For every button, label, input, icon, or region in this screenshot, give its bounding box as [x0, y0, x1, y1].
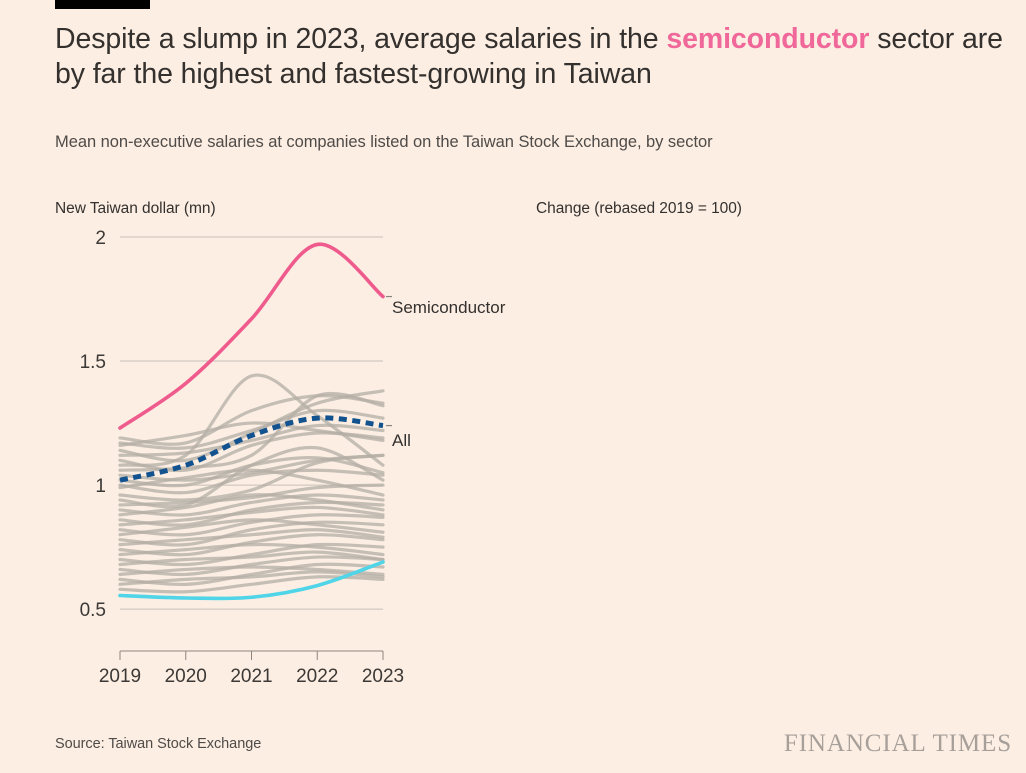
series-line-other [118, 505, 385, 527]
series-line-other [118, 542, 385, 557]
series-line-other [118, 408, 385, 450]
right-chart-title: Change (rebased 2019 = 100) [536, 200, 742, 217]
series-line-other [118, 565, 385, 577]
headline-accent-word: semiconductor [666, 23, 870, 55]
x-axis-tick-label: 2019 [99, 666, 141, 687]
y-axis-tick-label: 2 [95, 228, 106, 249]
page-subtitle: Mean non-executive salaries at companies… [55, 133, 713, 151]
series-line-highlight [118, 560, 385, 601]
series-line-other [118, 468, 385, 495]
series-line-other [118, 493, 385, 517]
series-line-other [118, 542, 385, 567]
series-line-other [118, 445, 385, 509]
ft-logo: FINANCIAL TIMES [783, 730, 1012, 757]
x-axis-tick-label: 2023 [362, 666, 404, 687]
series-line-other [118, 528, 385, 547]
series-line-other [118, 533, 385, 557]
series-line-other [118, 468, 385, 497]
x-axis-tick-label: 2020 [165, 666, 207, 687]
right-chart-svg [500, 225, 1026, 700]
x-axis-tick-label: 2021 [230, 666, 272, 687]
series-line-other [118, 555, 385, 577]
series-line-other [118, 423, 385, 457]
source-note: Source: Taiwan Stock Exchange [55, 736, 262, 752]
left-chart-svg: 0.5 1 1.5 2 2019 2020 2021 2022 2023 Semiconducto… [80, 228, 506, 687]
series-label: Semiconductor [392, 298, 506, 317]
series-line-highlight [119, 415, 384, 483]
series-line-highlight [118, 242, 385, 430]
left-chart: 0.5 1 1.5 2 2019 2020 2021 2022 2023 Semiconducto… [0, 225, 530, 700]
series-line-other [118, 562, 385, 587]
series-line-other [118, 520, 385, 547]
y-axis-tick-label: 0.5 [80, 600, 106, 621]
headline-part-1: Despite a slump in 2023, average salarie… [55, 23, 667, 55]
series-line-other [118, 483, 385, 507]
right-chart [500, 225, 1026, 700]
page-title: Despite a slump in 2023, average salarie… [55, 22, 1005, 92]
series-line-other [118, 373, 385, 467]
x-axis-tick-label: 2022 [296, 666, 338, 687]
top-rule-bar [55, 0, 150, 9]
series-line-other [118, 570, 385, 586]
series-line-other [118, 453, 385, 502]
series-label: All [392, 431, 411, 450]
y-axis-tick-label: 1.5 [80, 352, 106, 373]
y-axis-tick-label: 1 [95, 476, 106, 497]
series-line-other [118, 500, 385, 527]
left-chart-title: New Taiwan dollar (mn) [55, 200, 216, 217]
series-line-other [118, 513, 385, 537]
headline-part-2: sector are by far the highest and fastes… [55, 23, 1003, 90]
series-line-other [118, 518, 385, 537]
series-line-other [118, 550, 385, 567]
